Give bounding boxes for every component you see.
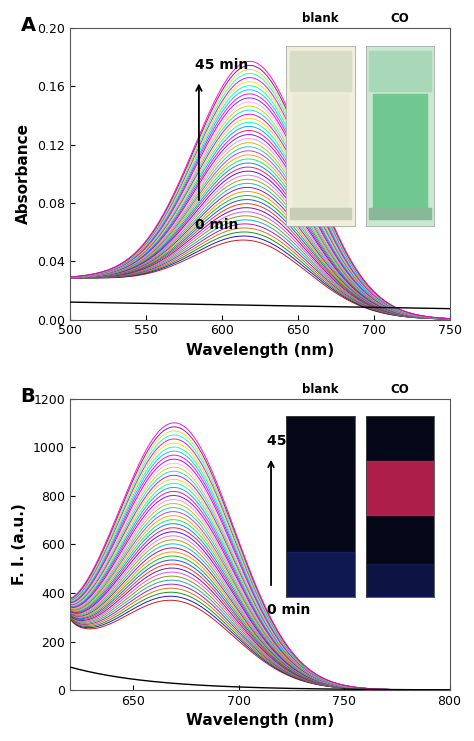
Text: CO: CO	[391, 12, 410, 25]
Text: 45 min: 45 min	[267, 434, 320, 448]
Text: blank: blank	[302, 382, 338, 396]
Text: A: A	[20, 16, 36, 36]
Text: blank: blank	[302, 12, 338, 25]
X-axis label: Wavelength (nm): Wavelength (nm)	[185, 343, 334, 358]
Text: CO: CO	[391, 382, 410, 396]
Text: 45 min: 45 min	[195, 58, 248, 72]
Y-axis label: Absorbance: Absorbance	[17, 123, 31, 225]
Text: 0 min: 0 min	[195, 218, 238, 232]
Text: 0 min: 0 min	[267, 603, 310, 617]
X-axis label: Wavelength (nm): Wavelength (nm)	[185, 714, 334, 728]
Y-axis label: F. I. (a.u.): F. I. (a.u.)	[12, 503, 27, 585]
Text: B: B	[20, 387, 35, 406]
